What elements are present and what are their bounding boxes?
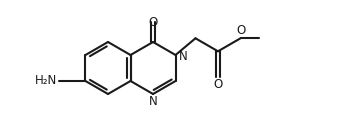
Text: O: O: [213, 78, 223, 91]
Text: N: N: [149, 95, 158, 108]
Text: O: O: [148, 15, 158, 29]
Text: H₂N: H₂N: [35, 75, 57, 87]
Text: O: O: [236, 24, 245, 37]
Text: N: N: [178, 50, 187, 63]
